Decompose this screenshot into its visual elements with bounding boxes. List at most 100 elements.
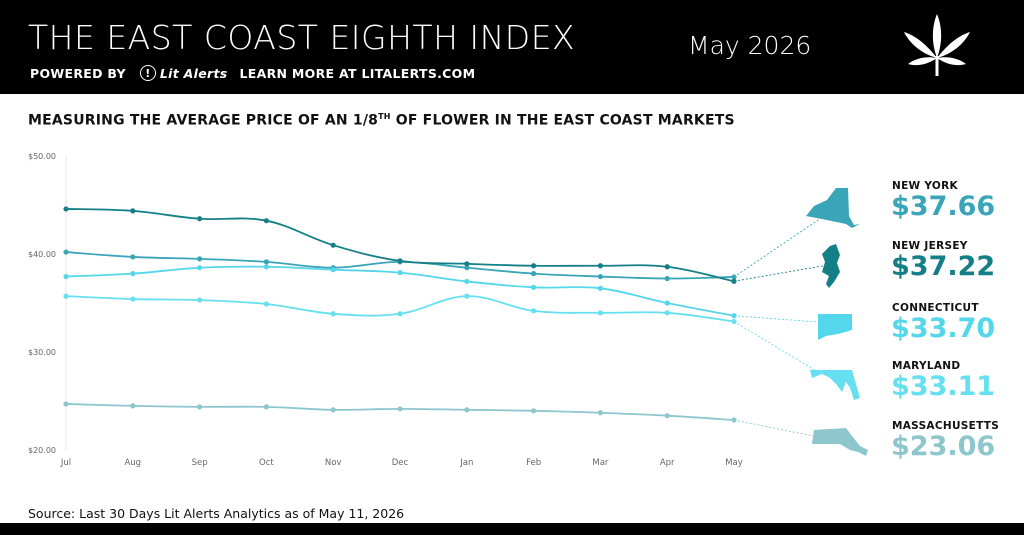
connecticut-data-point (130, 271, 136, 277)
brand-name: Lit Alerts (159, 65, 228, 81)
massachusetts-data-point (263, 404, 269, 410)
x-tick-label: Dec (392, 458, 409, 468)
new-jersey-data-point (130, 208, 136, 214)
new-york-data-point (197, 256, 203, 262)
maryland-series-line (65, 295, 735, 323)
maryland-data-point (197, 297, 203, 303)
header: THE EAST COAST EIGHTH INDEX May 2026 POW… (0, 0, 1024, 94)
connecticut-data-point (330, 267, 336, 273)
x-tick-label: Jul (60, 458, 71, 468)
massachusetts-data-point (664, 413, 670, 419)
massachusetts-leader-line (733, 419, 819, 438)
connecticut-state-icon (818, 314, 852, 340)
massachusetts-price: $23.06 (891, 431, 996, 462)
massachusetts-state-icon (812, 428, 868, 456)
learn-more-link[interactable]: LEARN MORE AT LITALERTS.COM (239, 65, 476, 81)
new-york-state-icon (806, 188, 860, 228)
massachusetts-data-point (464, 407, 470, 413)
new-jersey-data-point (531, 263, 537, 269)
connecticut-data-point (664, 300, 670, 306)
new-jersey-data-point (330, 242, 336, 248)
new-jersey-data-point (731, 278, 737, 284)
y-tick-label: $20.00 (28, 446, 56, 455)
new-york-data-point (664, 275, 670, 282)
massachusetts-data-point (63, 401, 69, 407)
maryland-data-point (464, 293, 470, 299)
new-york-data-point (263, 259, 269, 265)
new-york-data-point (597, 273, 604, 280)
x-tick-label: Mar (592, 458, 609, 468)
x-tick-label: May (725, 458, 743, 468)
connecticut-data-point (397, 270, 403, 276)
new-jersey-state-icon (822, 244, 840, 288)
massachusetts-data-point (197, 404, 203, 410)
new-jersey-data-point (664, 264, 670, 270)
new-jersey-label: NEW JERSEY (892, 240, 968, 252)
chart-subtitle: MEASURING THE AVERAGE PRICE OF AN 1/8TH … (28, 112, 735, 129)
new-jersey-data-point (63, 206, 69, 212)
new-jersey-data-point (397, 258, 403, 264)
y-tick-label: $30.00 (28, 348, 56, 357)
maryland-label: MARYLAND (892, 360, 961, 372)
connecticut-data-point (597, 285, 604, 291)
maryland-data-point (130, 296, 136, 302)
massachusetts-data-point (330, 407, 336, 413)
subtitle-main: MEASURING THE AVERAGE PRICE OF AN 1/8 (28, 112, 379, 129)
lit-alerts-logo-icon: ! (139, 65, 156, 81)
new-york-data-point (731, 274, 737, 280)
powered-by-label: POWERED BY (30, 65, 126, 81)
subtitle-rest: OF FLOWER IN THE EAST COAST MARKETS (390, 112, 735, 129)
new-york-label: NEW YORK (892, 180, 958, 192)
x-tick-label: Jan (459, 458, 473, 468)
powered-by-line: POWERED BY ! Lit Alerts LEARN MORE AT LI… (30, 65, 475, 81)
x-tick-label: Nov (325, 458, 342, 468)
maryland-data-point (263, 301, 269, 307)
new-york-data-point (130, 254, 136, 260)
massachusetts-data-point (731, 417, 737, 423)
x-tick-label: Apr (660, 458, 675, 468)
x-tick-label: Oct (259, 458, 274, 468)
new-york-leader-line (733, 211, 831, 278)
maryland-data-point (531, 308, 537, 314)
maryland-state-icon (810, 370, 860, 400)
maryland-price: $33.11 (891, 371, 996, 402)
maryland-data-point (63, 293, 69, 299)
massachusetts-data-point (130, 403, 136, 409)
connecticut-data-point (464, 278, 470, 285)
maryland-data-point (597, 310, 604, 316)
maryland-leader-line (733, 321, 819, 373)
y-tick-label: $40.00 (28, 250, 56, 259)
maryland-data-point (330, 311, 336, 317)
new-york-data-point (531, 271, 537, 277)
connecticut-price: $33.70 (891, 313, 996, 344)
connecticut-data-point (731, 313, 737, 319)
new-jersey-data-point (464, 261, 470, 267)
connecticut-leader-line (733, 315, 819, 323)
connecticut-data-point (263, 264, 269, 270)
connecticut-label: CONNECTICUT (892, 302, 979, 314)
maryland-data-point (731, 318, 737, 325)
report-date: May 2026 (688, 31, 812, 60)
x-tick-label: Feb (526, 458, 541, 468)
new-york-data-point (464, 265, 470, 271)
new-jersey-price: $37.22 (891, 251, 996, 282)
new-york-price: $37.66 (891, 191, 996, 222)
source-note: Source: Last 30 Days Lit Alerts Analytic… (28, 506, 405, 521)
x-tick-label: Aug (124, 458, 141, 468)
maryland-data-point (397, 311, 403, 317)
cannabis-leaf-icon (904, 14, 970, 76)
massachusetts-data-point (531, 408, 537, 414)
connecticut-data-point (197, 265, 203, 271)
footer-bar (0, 523, 1024, 535)
subtitle-superscript: TH (378, 112, 391, 121)
massachusetts-label: MASSACHUSETTS (892, 420, 1000, 432)
new-jersey-data-point (597, 263, 604, 269)
new-jersey-data-point (263, 218, 269, 224)
new-york-data-point (63, 249, 69, 255)
connecticut-data-point (531, 284, 537, 290)
page-title: THE EAST COAST EIGHTH INDEX (28, 18, 576, 57)
massachusetts-data-point (597, 410, 604, 416)
new-jersey-data-point (197, 216, 203, 222)
x-tick-label: Sep (192, 458, 208, 468)
y-tick-label: $50.00 (28, 152, 56, 161)
